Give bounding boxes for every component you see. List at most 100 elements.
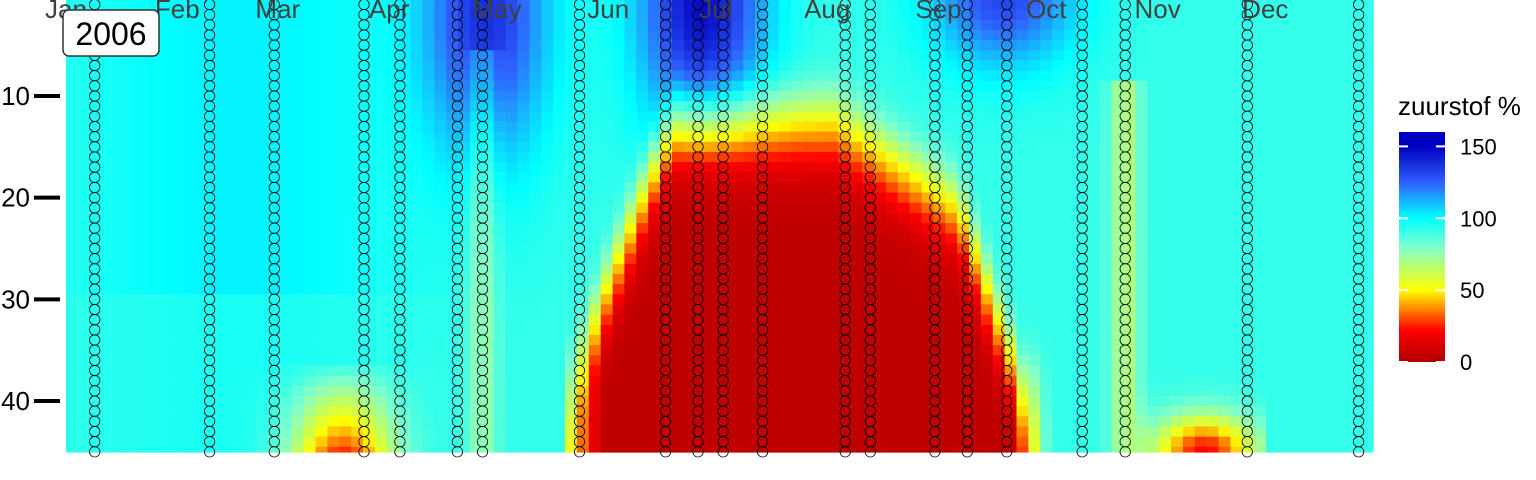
heat-cell [161, 334, 174, 346]
heat-cell [1254, 172, 1267, 184]
heat-cell [660, 406, 673, 417]
heat-cell [505, 60, 519, 72]
heat-cell [1242, 202, 1255, 214]
heat-cell [743, 365, 756, 377]
heat-cell [874, 192, 887, 204]
heat-cell [1182, 223, 1196, 234]
heat-cell [101, 70, 115, 82]
heat-cell [1159, 223, 1172, 234]
heat-cell [624, 151, 637, 163]
heat-cell [1325, 355, 1338, 367]
heat-cell [672, 294, 685, 306]
heat-cell [885, 141, 899, 153]
heat-cell [1147, 131, 1160, 143]
heat-cell [957, 416, 970, 428]
heat-cell [422, 9, 435, 21]
heat-cell [1016, 70, 1029, 82]
heat-cell [410, 90, 424, 102]
heat-cell [1159, 162, 1172, 173]
heat-cell [850, 192, 863, 204]
heat-cell [1087, 385, 1101, 397]
heat-cell [553, 192, 566, 204]
heat-cell [600, 60, 614, 72]
heat-cell [588, 162, 602, 173]
heat-cell [339, 9, 352, 21]
heat-cell [660, 426, 673, 438]
heat-cell [1040, 284, 1053, 295]
heat-cell [683, 182, 697, 194]
heat-cell [636, 80, 649, 92]
heat-cell [303, 172, 317, 184]
heat-cell [874, 151, 887, 163]
heat-cell [244, 304, 257, 316]
heat-cell [410, 304, 424, 316]
heat-cell [410, 446, 424, 453]
heat-cell [672, 375, 685, 387]
heat-cell [1313, 263, 1327, 275]
heat-cell [113, 365, 126, 377]
heat-cell [1171, 50, 1184, 62]
heat-cell [125, 0, 138, 11]
heat-cell [814, 212, 828, 224]
heat-cell [161, 192, 174, 204]
heat-cell [1230, 324, 1243, 336]
heat-cell [351, 304, 364, 316]
heat-cell [1099, 355, 1113, 367]
heat-cell [957, 446, 970, 453]
heat-cell [672, 101, 685, 112]
heat-cell [588, 385, 602, 397]
heat-cell [660, 314, 673, 326]
heat-cell [1349, 60, 1362, 72]
heat-cell [470, 253, 483, 265]
heat-cell [1230, 243, 1243, 255]
heat-cell [1171, 253, 1184, 265]
heat-cell [493, 192, 507, 204]
heat-cell [315, 243, 328, 255]
heat-cell [1076, 345, 1089, 356]
heat-cell [1099, 416, 1113, 428]
heat-cell [1218, 233, 1231, 245]
heat-cell [850, 446, 863, 453]
heat-cell [244, 375, 257, 387]
heat-cell [707, 29, 721, 41]
heat-cell [1266, 334, 1279, 346]
heat-cell [1004, 212, 1018, 224]
heat-cell [731, 253, 744, 265]
heat-cell [1171, 284, 1184, 295]
heat-cell [481, 406, 495, 417]
heat-cell [1064, 304, 1077, 316]
heat-cell [909, 345, 923, 356]
heat-cell [980, 385, 994, 397]
heat-cell [885, 212, 899, 224]
heat-cell [101, 162, 115, 173]
heat-cell [339, 355, 352, 367]
heat-cell [291, 9, 305, 21]
heat-cell [1361, 304, 1374, 316]
heat-cell [1147, 294, 1160, 306]
heat-cell [1301, 446, 1315, 453]
heat-cell [660, 182, 673, 194]
heat-cell [624, 294, 637, 306]
heat-cell [719, 223, 732, 234]
heat-cell [1076, 294, 1089, 306]
heat-cell [767, 426, 780, 438]
heat-cell [196, 273, 210, 285]
heat-cell [1040, 131, 1053, 143]
heat-cell [862, 263, 875, 275]
heat-cell [767, 131, 780, 143]
heat-cell [1052, 385, 1065, 397]
heat-cell [1111, 345, 1125, 356]
heat-cell [77, 334, 91, 346]
heat-cell [980, 111, 994, 123]
heat-cell [1099, 324, 1113, 336]
heat-cell [137, 365, 150, 377]
heat-cell [600, 50, 614, 62]
heat-cell [1182, 29, 1196, 41]
heat-cell [470, 385, 483, 397]
heat-cell [1040, 182, 1053, 194]
heat-cell [1135, 162, 1148, 173]
heat-cell [600, 426, 614, 438]
heat-cell [434, 60, 447, 72]
heat-cell [517, 294, 530, 306]
heat-cell [1206, 426, 1220, 438]
